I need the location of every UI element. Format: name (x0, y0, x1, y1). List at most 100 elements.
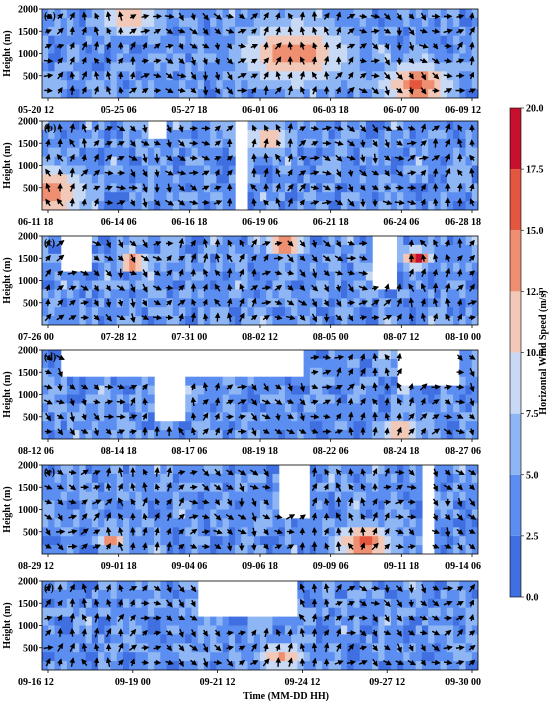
colorbar-segment (510, 474, 521, 536)
y-axis-label: Height (m) (2, 257, 13, 303)
x-tick-label: 06-11 18 (18, 217, 53, 228)
wind-arrows (43, 352, 476, 437)
y-tick-label: 2000 (18, 461, 38, 472)
colorbar-tick-label: 15.0 (526, 226, 544, 237)
y-axis-label: Height (m) (2, 371, 13, 417)
colorbar-tick-label: 0.0 (526, 593, 539, 604)
y-tick-label: 1000 (18, 161, 38, 172)
x-tick-label: 08-02 12 (242, 332, 278, 343)
x-tick-label: 06-21 18 (313, 217, 349, 228)
y-tick-label: 2000 (18, 577, 38, 588)
x-tick-label: 06-14 06 (101, 217, 137, 228)
x-tick-label: 09-16 12 (18, 677, 54, 688)
y-tick-label: 1500 (18, 483, 38, 494)
x-tick-label: 09-11 18 (384, 561, 419, 572)
x-tick-label: 06-03 18 (313, 105, 349, 116)
x-tick-label: 09-06 18 (242, 561, 278, 572)
y-tick-label: 2000 (18, 117, 38, 128)
y-tick-label: 1000 (18, 49, 38, 60)
panel-label: (f) (44, 583, 54, 594)
x-tick-label: 06-24 06 (383, 217, 419, 228)
colorbar-tick-label: 17.5 (526, 165, 544, 176)
wind-speed-field (42, 9, 478, 98)
x-tick-label: 08-05 00 (313, 332, 349, 343)
panel-c: 500 1000 1500 2000 Height (m) (c) 07-26 00 07-2… (2, 232, 481, 344)
wind-arrows (44, 237, 478, 323)
y-axis-label: Height (m) (2, 142, 13, 188)
wind-arrows (43, 583, 476, 668)
y-axis-label: Height (m) (2, 602, 13, 648)
x-tick-label: 08-17 06 (171, 446, 207, 457)
wind-arrows (43, 10, 477, 96)
y-tick-label: 1000 (18, 621, 38, 632)
y-tick-label: 500 (23, 183, 38, 194)
x-tick-label: 08-07 12 (383, 332, 419, 343)
x-tick-label: 06-09 12 (445, 105, 481, 116)
x-tick-label: 08-22 06 (313, 446, 349, 457)
colorbar-segment (510, 169, 521, 231)
x-tick-label: 09-09 06 (313, 561, 349, 572)
x-tick-label: 06-28 18 (445, 217, 481, 228)
x-tick-label: 08-19 18 (242, 446, 278, 457)
x-tick-label: 09-24 12 (284, 677, 320, 688)
colorbar-tick-label: 20.0 (526, 104, 544, 115)
y-tick-label: 500 (23, 71, 38, 82)
x-tick-label: 09-01 18 (101, 561, 137, 572)
x-tick-label: 05-20 12 (18, 105, 54, 116)
x-tick-label: 08-29 12 (18, 561, 54, 572)
colorbar-segment (510, 291, 521, 353)
panel-f: 500 1000 1500 2000 Height (m) (f) 09-16 12 09-1… (2, 577, 481, 689)
y-tick-label: 1500 (18, 27, 38, 38)
y-tick-label: 1500 (18, 599, 38, 610)
y-tick-label: 500 (23, 527, 38, 538)
x-tick-label: 07-28 12 (101, 332, 137, 343)
y-tick-label: 1000 (18, 390, 38, 401)
panel-label: (d) (44, 352, 56, 363)
x-tick-label: 08-14 18 (101, 446, 137, 457)
x-tick-label: 09-14 06 (445, 561, 481, 572)
wind-arrows (45, 122, 475, 208)
x-tick-label: 06-19 06 (242, 217, 278, 228)
panel-d: 500 1000 1500 2000 Height (m) (d) 08-12 06 08-1… (2, 346, 481, 458)
y-tick-label: 1500 (18, 368, 38, 379)
x-tick-label: 06-07 00 (383, 105, 419, 116)
x-tick-label: 09-04 06 (171, 561, 207, 572)
wind-speed-field (42, 350, 478, 439)
colorbar-tick-label: 7.5 (526, 409, 539, 420)
y-tick-label: 2000 (18, 232, 38, 243)
panel-label: (e) (44, 467, 55, 478)
wind-speed-field (42, 581, 478, 670)
y-axis-label: Height (m) (2, 486, 13, 532)
panel-label: (a) (44, 11, 56, 22)
colorbar-segment (510, 352, 521, 414)
panel-label: (c) (44, 238, 55, 249)
colorbar-tick-label: 2.5 (526, 531, 539, 542)
y-tick-label: 1000 (18, 505, 38, 516)
wind-arrows (44, 467, 477, 552)
panel-b: 500 1000 1500 2000 Height (m) (b) 06-11 18 06-1… (2, 117, 481, 229)
wind-speed-field (42, 465, 478, 554)
colorbar-segment (510, 535, 521, 597)
y-tick-label: 1500 (18, 254, 38, 265)
y-tick-label: 2000 (18, 5, 38, 16)
x-tick-label: 09-19 00 (115, 677, 151, 688)
y-tick-label: 500 (23, 412, 38, 423)
x-tick-label: 08-27 06 (445, 446, 481, 457)
y-axis-label: Height (m) (2, 30, 13, 76)
panel-label: (b) (44, 123, 56, 134)
x-tick-label: 09-30 00 (445, 677, 481, 688)
panel-a: 500 1000 1500 2000 Height (m) (a) 05-20 12 05-2… (2, 5, 481, 117)
y-tick-label: 1000 (18, 276, 38, 287)
x-tick-label: 05-25 06 (101, 105, 137, 116)
colorbar: 20.0 17.5 15.0 12.5 10.0 7.5 5.0 2.5 0.0 Horizont… (509, 104, 549, 604)
wind-speed-field (42, 121, 478, 210)
colorbar-segment (510, 230, 521, 292)
colorbar-tick-label: 10.0 (526, 348, 544, 359)
colorbar-label: Horizontal Wind Speed (m/s) (538, 290, 549, 414)
x-tick-label: 06-01 06 (242, 105, 278, 116)
colorbar-segment (510, 108, 521, 170)
x-tick-label: 08-10 00 (445, 332, 481, 343)
x-tick-label: 08-24 18 (383, 446, 419, 457)
panel-e: 500 1000 1500 2000 Height (m) (e) 08-29 12 09-0… (2, 461, 481, 573)
